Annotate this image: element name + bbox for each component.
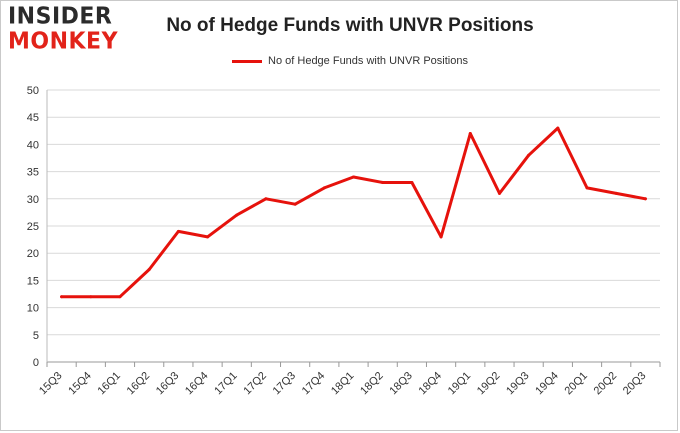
data-point — [322, 186, 326, 190]
x-tick-label: 17Q2 — [241, 370, 269, 398]
x-tick-label: 15Q3 — [37, 370, 65, 398]
x-tick-label: 19Q4 — [533, 370, 561, 398]
x-tick-label: 17Q3 — [271, 370, 299, 398]
insider-monkey-logo: INSIDER MONKEY — [8, 3, 130, 56]
data-point — [410, 180, 414, 184]
x-tick-label: 19Q3 — [504, 370, 532, 398]
data-point — [60, 295, 64, 299]
y-tick-label: 5 — [33, 330, 39, 342]
y-tick-label: 35 — [27, 167, 39, 179]
data-point — [585, 186, 589, 190]
data-point — [556, 126, 560, 130]
legend-label: No of Hedge Funds with UNVR Positions — [268, 55, 468, 67]
x-tick-label: 18Q3 — [387, 370, 415, 398]
y-tick-label: 15 — [27, 275, 39, 287]
x-tick-label: 16Q1 — [95, 370, 123, 398]
series-line — [60, 126, 647, 299]
data-point — [643, 197, 647, 201]
data-point — [497, 191, 501, 195]
y-tick-label: 10 — [27, 303, 39, 315]
x-tick-label: 17Q4 — [300, 370, 328, 398]
y-tick-label: 25 — [27, 221, 39, 233]
data-point — [439, 235, 443, 239]
x-tick-label: 20Q1 — [563, 370, 591, 398]
x-tick-label: 16Q4 — [183, 370, 211, 398]
data-point — [468, 132, 472, 136]
y-tick-label: 50 — [27, 85, 39, 97]
data-point — [118, 295, 122, 299]
x-tick-label: 18Q2 — [358, 370, 386, 398]
data-point — [89, 295, 93, 299]
y-tick-label: 40 — [27, 139, 39, 151]
x-tick-label: 16Q3 — [154, 370, 182, 398]
y-tick-label: 30 — [27, 194, 39, 206]
data-point — [381, 180, 385, 184]
x-tick-label: 20Q3 — [621, 370, 649, 398]
y-tick-label: 0 — [33, 357, 39, 369]
data-point — [206, 235, 210, 239]
x-tick-label: 19Q2 — [475, 370, 503, 398]
x-tick-label: 15Q4 — [66, 370, 94, 398]
x-tick-label: 18Q1 — [329, 370, 357, 398]
x-tick-label: 18Q4 — [417, 370, 445, 398]
y-tick-label: 20 — [27, 248, 39, 260]
data-point — [147, 268, 151, 272]
data-point — [352, 175, 355, 179]
data-point — [235, 213, 239, 217]
data-point — [527, 153, 531, 157]
data-point — [176, 229, 180, 233]
data-point — [264, 197, 268, 201]
x-tick-label: 19Q1 — [446, 370, 474, 398]
x-tick-label: 17Q1 — [212, 370, 240, 398]
data-point — [293, 202, 297, 206]
x-tick-label: 16Q2 — [125, 370, 153, 398]
y-tick-label: 45 — [27, 112, 39, 124]
x-tick-label: 20Q2 — [592, 370, 620, 398]
chart-title: No of Hedge Funds with UNVR Positions — [166, 15, 534, 36]
chart-legend: No of Hedge Funds with UNVR Positions — [0, 55, 680, 67]
logo-text-top: INSIDER — [8, 3, 113, 30]
data-point — [614, 191, 618, 195]
logo-text-bottom: MONKEY — [8, 28, 119, 55]
legend-line-swatch — [232, 59, 263, 63]
